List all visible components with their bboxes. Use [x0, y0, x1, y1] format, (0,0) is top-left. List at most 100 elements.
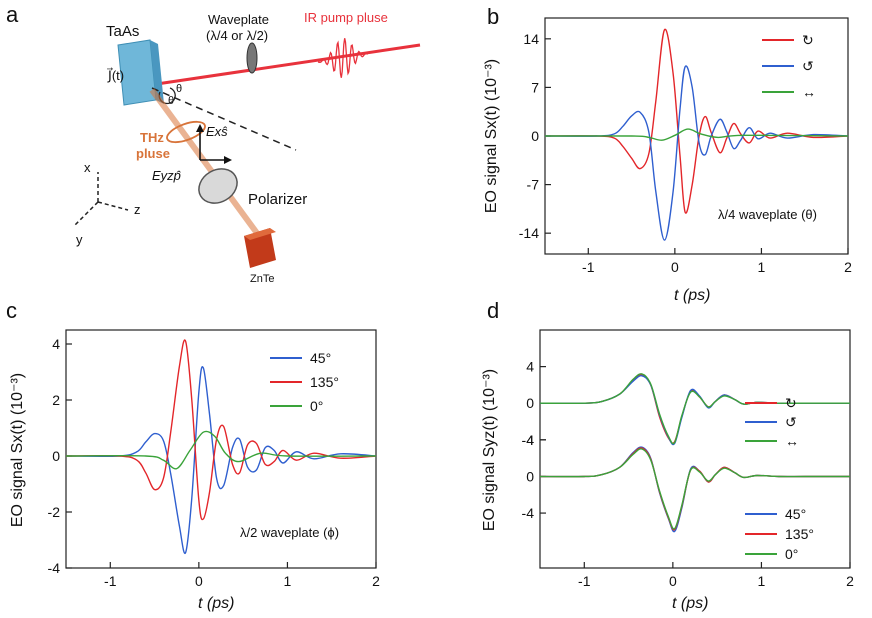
- taas-sample-side: [150, 40, 164, 104]
- reference-dashed-line: [151, 87, 297, 151]
- chart-d-legend: ↻ ↺ ↔ 45° 135° 0°: [745, 395, 814, 562]
- series-line-0°: [65, 430, 377, 470]
- series-line-45°: [65, 366, 377, 555]
- y-tick-label: 2: [52, 392, 60, 408]
- y-tick-label: 0: [526, 395, 534, 411]
- x-tick-label: 2: [844, 259, 852, 275]
- y-tick-label: 0: [531, 128, 539, 144]
- theta-label-2: θ: [168, 95, 174, 107]
- y-tick-label: -7: [527, 177, 540, 193]
- thz-pulse-ring: [166, 120, 206, 144]
- panel-letter-d: d: [487, 298, 499, 323]
- series-line-↺: [544, 65, 849, 241]
- chart-c-ticks: -1 0 1 2 -4 -2 0 2 4: [48, 336, 381, 589]
- y-tick-label: 4: [526, 359, 534, 375]
- thz-label-line2: pluse: [136, 146, 170, 161]
- chart-b-ylabel: EO signal Sx(t) (10⁻³): [483, 59, 500, 213]
- legend-label: 135°: [785, 526, 814, 542]
- x-tick-label: -1: [582, 259, 595, 275]
- series-line-↻: [539, 374, 850, 444]
- waveplate-label: Waveplate: [208, 12, 269, 27]
- legend-label: 45°: [785, 506, 806, 522]
- pump-beam: [149, 43, 421, 87]
- panel-letter-c: c: [6, 298, 17, 323]
- chart-d-ylabel: EO signal Syz(t) (10⁻³): [481, 369, 498, 531]
- y-tick-label: -4: [48, 560, 61, 576]
- axis-z-line: [97, 201, 129, 211]
- chart-b-xlabel: t (ps): [674, 287, 710, 304]
- series-line-↺: [539, 375, 850, 446]
- x-tick-label: 2: [372, 573, 380, 589]
- polarizer-disc: [198, 168, 238, 204]
- chart-b-legend: ↻ ↺ ↔: [762, 32, 816, 100]
- x-tick-label: 1: [758, 573, 766, 589]
- chart-b: -1 0 1 2 -14 -7 0 7 14 t (ps) EO signal Sx(t) (1…: [483, 17, 852, 304]
- chart-b-series: [544, 28, 849, 241]
- y-tick-label: 0: [526, 468, 534, 484]
- legend-label: ↻: [785, 395, 797, 411]
- panel-letter-b: b: [487, 4, 499, 29]
- axis-x-label: x: [84, 160, 91, 175]
- series-line-↻: [544, 28, 849, 214]
- legend-label: 135°: [310, 374, 339, 390]
- legend-label: 0°: [785, 546, 798, 562]
- y-tick-label: -4: [522, 432, 535, 448]
- sample-label: TaAs: [106, 23, 139, 40]
- legend-label: 0°: [310, 398, 323, 414]
- chart-c-series: [65, 339, 377, 555]
- chart-c: -1 0 1 2 -4 -2 0 2 4 t (ps) EO signal Sx(t) (10⁻…: [9, 329, 381, 612]
- current-label: J⃗(t): [106, 68, 124, 83]
- legend-label: 45°: [310, 350, 331, 366]
- znte-crystal-top: [244, 228, 276, 240]
- x-tick-label: 0: [195, 573, 203, 589]
- chart-c-frame: [65, 329, 377, 569]
- thz-beam: [149, 88, 265, 242]
- x-tick-label: 1: [758, 259, 766, 275]
- chart-d-frame: [539, 329, 851, 569]
- x-tick-label: 1: [284, 573, 292, 589]
- y-tick-label: 4: [526, 432, 534, 448]
- series-line-↔: [544, 128, 849, 141]
- axis-z-label: z: [134, 202, 141, 217]
- y-tick-label: -4: [522, 505, 535, 521]
- chart-c-xlabel: t (ps): [198, 595, 234, 612]
- ex-arrowhead-icon: [196, 124, 204, 132]
- panel-letter-a: a: [6, 2, 19, 27]
- y-tick-label: 4: [52, 336, 60, 352]
- chart-d: -1 0 1 2-404-404 t (ps) EO signal Syz(t) (1…: [481, 329, 855, 612]
- theta-label-1: θ: [176, 83, 182, 95]
- legend-label: ↻: [802, 32, 814, 48]
- series-line-0°: [539, 448, 850, 530]
- y-tick-label: 7: [531, 79, 539, 95]
- legend-label: ↔: [802, 84, 816, 100]
- waveplate-disc: [246, 42, 258, 74]
- experiment-schematic: IR pump pluse Waveplate (λ/4 or λ/2) TaA…: [73, 10, 421, 285]
- chart-d-ticks: -1 0 1 2-404-404: [522, 359, 855, 589]
- thz-label-line1: THz: [140, 130, 164, 145]
- legend-label: ↺: [785, 414, 797, 430]
- series-line-135°: [65, 339, 377, 521]
- y-tick-label: -14: [519, 225, 539, 241]
- eyz-arrowhead-icon: [224, 156, 232, 164]
- y-tick-label: 0: [52, 448, 60, 464]
- x-tick-label: 0: [669, 573, 677, 589]
- crystal-label: ZnTe: [250, 273, 274, 285]
- ir-pump-pulse-wave: [317, 38, 369, 78]
- series-line-↔: [539, 373, 850, 445]
- legend-label: ↔: [785, 433, 799, 449]
- polarizer-label: Polarizer: [248, 191, 307, 208]
- legend-label: ↺: [802, 58, 814, 74]
- chart-d-xlabel: t (ps): [672, 595, 708, 612]
- x-tick-label: 0: [671, 259, 679, 275]
- waveplate-types: (λ/4 or λ/2): [206, 28, 268, 43]
- y-tick-label: 14: [523, 31, 539, 47]
- x-tick-label: 2: [846, 573, 854, 589]
- chart-b-annotation: λ/4 waveplate (θ): [718, 207, 817, 222]
- pump-label: IR pump pluse: [304, 10, 388, 25]
- chart-c-legend: 45° 135° 0°: [270, 350, 339, 414]
- x-tick-label: -1: [104, 573, 117, 589]
- ex-label: Exŝ: [206, 124, 228, 139]
- eyz-label: Eyzp̂: [152, 168, 182, 183]
- axis-y-line: [73, 201, 99, 227]
- chart-c-ylabel: EO signal Sx(t) (10⁻³): [9, 373, 26, 527]
